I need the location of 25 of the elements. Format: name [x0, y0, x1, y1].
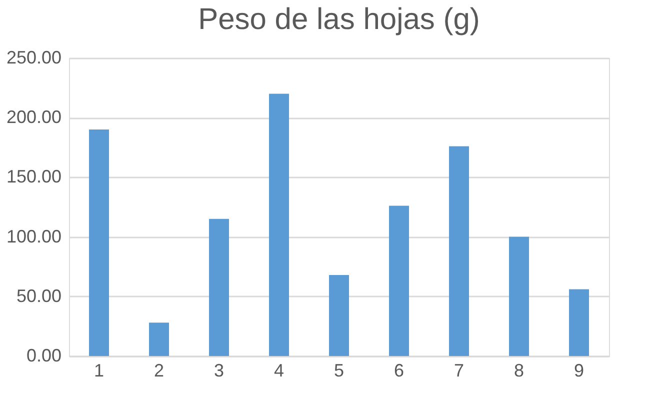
bar [209, 218, 229, 356]
bar [269, 94, 289, 356]
x-tick-label: 7 [454, 360, 464, 380]
x-tick-label: 2 [154, 360, 164, 380]
bar [149, 322, 169, 356]
y-tick-label: 50.00 [16, 286, 62, 306]
x-tick-label: 1 [94, 360, 104, 380]
bar [89, 130, 109, 356]
bar [509, 236, 529, 356]
y-tick-label: 100.00 [6, 226, 62, 246]
x-tick-label: 3 [214, 360, 224, 380]
y-tick-label: 200.00 [6, 107, 62, 128]
x-tick-label: 9 [574, 360, 584, 380]
bar [389, 206, 409, 356]
y-tick-label: 0.00 [26, 346, 62, 366]
bar [449, 146, 469, 356]
x-tick-label: 5 [334, 360, 344, 380]
bar [329, 274, 349, 356]
bar [569, 289, 589, 356]
x-tick-label: 6 [394, 360, 404, 380]
y-tick-label: 250.00 [6, 48, 62, 68]
x-tick-label: 4 [274, 360, 284, 380]
y-tick-label: 150.00 [6, 166, 62, 187]
chart-title: Peso de las hojas (g) [198, 3, 480, 36]
x-tick-label: 8 [514, 360, 524, 380]
